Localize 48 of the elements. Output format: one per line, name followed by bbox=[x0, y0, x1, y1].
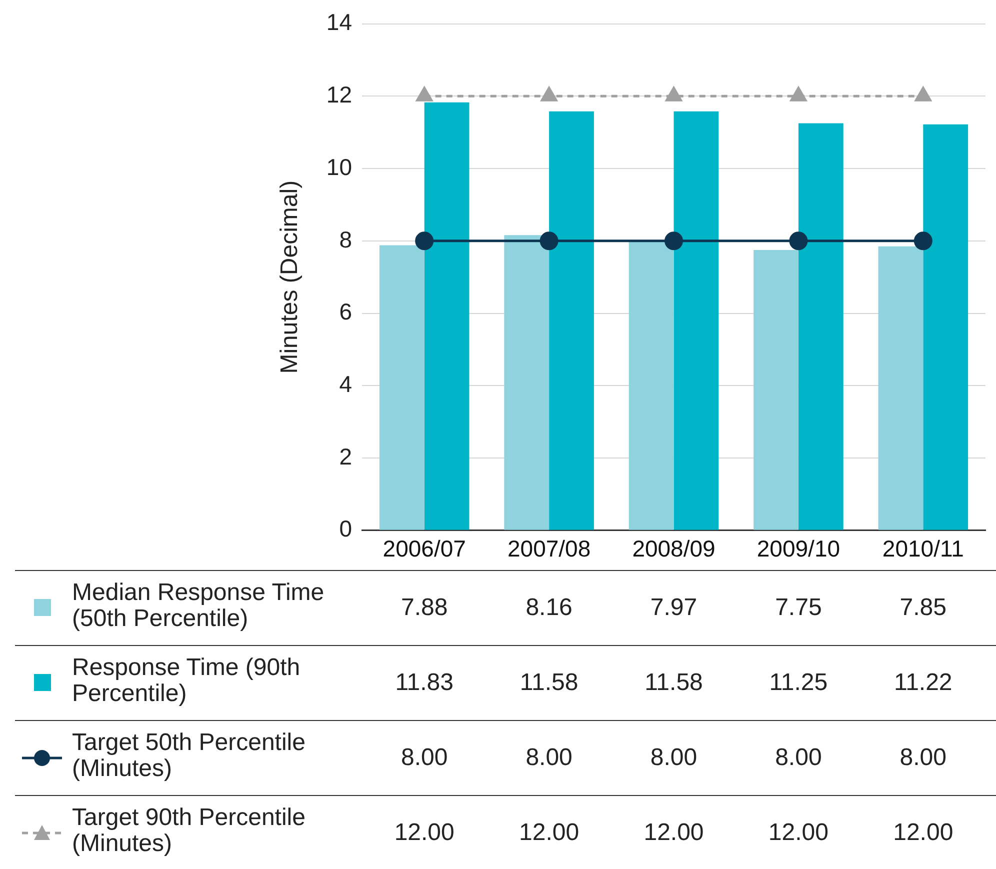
data-label: 8.00 bbox=[400, 744, 448, 772]
y-tick-label: 4 bbox=[339, 371, 352, 397]
bar bbox=[754, 250, 798, 530]
data-label: 7.75 bbox=[775, 594, 822, 622]
bar bbox=[798, 123, 844, 530]
bar bbox=[549, 111, 594, 530]
data-label: 7.97 bbox=[650, 594, 698, 622]
bar bbox=[878, 246, 924, 530]
bar bbox=[379, 245, 424, 530]
x-tick-label: 2008/09 bbox=[632, 536, 716, 562]
data-label: 12.00 bbox=[519, 819, 580, 847]
bar bbox=[424, 102, 470, 530]
data-label: 12.00 bbox=[644, 819, 704, 847]
data-label: 11.58 bbox=[644, 669, 703, 697]
data-label: 12.00 bbox=[893, 819, 954, 847]
data-label: 7.85 bbox=[900, 594, 946, 622]
data-label: 8.00 bbox=[526, 744, 572, 772]
bar bbox=[504, 235, 550, 530]
data-label: 12.00 bbox=[768, 819, 828, 847]
y-tick-label: 10 bbox=[326, 154, 352, 180]
data-label: 12.00 bbox=[394, 819, 454, 847]
y-tick-label: 14 bbox=[326, 9, 352, 36]
x-tick-label: 2007/08 bbox=[507, 536, 591, 562]
data-label: 11.58 bbox=[520, 669, 578, 697]
legend-label: Median Response Time (50th Percentile) bbox=[72, 579, 326, 632]
data-label: 11.83 bbox=[395, 669, 454, 697]
data-label: 11.25 bbox=[769, 669, 828, 697]
data-label: 8.00 bbox=[775, 744, 822, 772]
y-tick-label: 8 bbox=[339, 226, 352, 252]
y-tick-label: 6 bbox=[339, 298, 352, 325]
y-axis-title: Minutes (Decimal) bbox=[276, 180, 304, 374]
legend-label: Response Time (90th Percentile) bbox=[72, 654, 302, 707]
x-tick-label: 2006/07 bbox=[382, 536, 466, 562]
data-label: 8.00 bbox=[650, 744, 698, 772]
x-tick-label: 2010/11 bbox=[882, 536, 964, 562]
x-tick-label: 2009/10 bbox=[756, 536, 840, 562]
bar bbox=[923, 124, 968, 530]
data-label: 8.16 bbox=[526, 594, 572, 622]
data-label: 11.22 bbox=[894, 669, 952, 697]
bar bbox=[628, 242, 674, 530]
data-label: 7.88 bbox=[400, 594, 448, 622]
y-tick-label: 12 bbox=[326, 82, 352, 108]
legend-label: Target 50th Percentile (Minutes) bbox=[72, 729, 306, 782]
y-tick-label: 0 bbox=[339, 516, 352, 542]
y-tick-label: 2 bbox=[339, 443, 352, 470]
bar bbox=[674, 111, 719, 530]
legend-label: Target 90th Percentile (Minutes) bbox=[72, 804, 306, 857]
data-label: 8.00 bbox=[900, 744, 946, 772]
